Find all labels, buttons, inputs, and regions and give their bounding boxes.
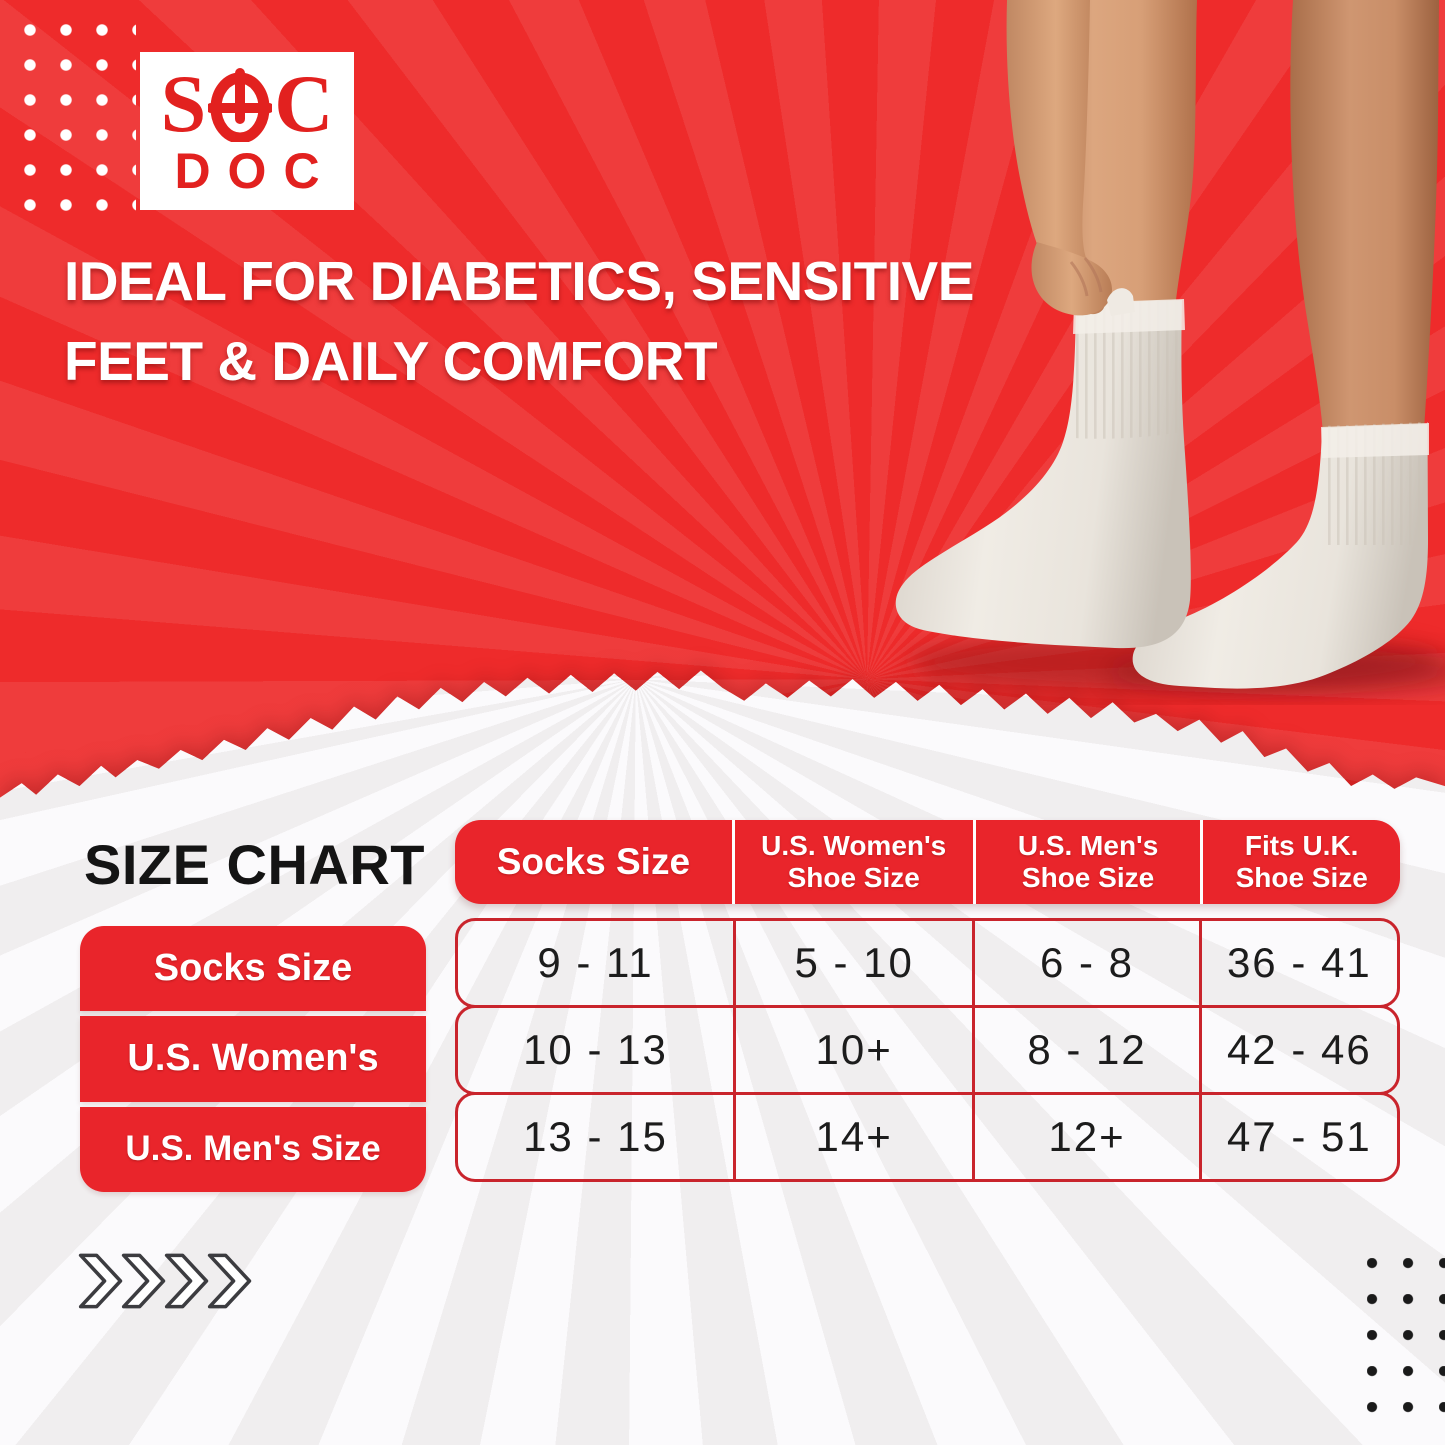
chevrons-decoration bbox=[78, 1250, 252, 1312]
table-cell: 10 - 13 bbox=[458, 1008, 736, 1092]
table-cell: 10+ bbox=[736, 1008, 976, 1092]
headline-line-2: FEET & DAILY COMFORT bbox=[64, 329, 718, 392]
table-cell: 6 - 8 bbox=[975, 921, 1202, 1005]
table-row: 10 - 13 10+ 8 - 12 42 - 46 bbox=[455, 1005, 1400, 1095]
chevron-right-icon bbox=[121, 1253, 166, 1309]
column-header-us-womens: U.S. Women's Shoe Size bbox=[735, 820, 976, 904]
logo-letter-c: C bbox=[274, 58, 334, 150]
table-cell: 9 - 11 bbox=[458, 921, 736, 1005]
column-header-socks-size: Socks Size bbox=[455, 820, 735, 904]
table-cell: 42 - 46 bbox=[1226, 1026, 1372, 1073]
chevron-right-icon bbox=[78, 1253, 123, 1309]
headline: IDEAL FOR DIABETICS, SENSITIVE FEET & DA… bbox=[64, 242, 1064, 402]
table-cell: 14+ bbox=[736, 1095, 976, 1179]
legs-socks-photo bbox=[895, 0, 1445, 694]
medical-cross-icon bbox=[208, 68, 273, 142]
column-header-uk: Fits U.K. Shoe Size bbox=[1235, 829, 1368, 893]
chevron-right-icon bbox=[164, 1253, 209, 1309]
dots-pattern-bottom-right bbox=[1367, 1258, 1445, 1436]
size-chart-row-labels: Socks Size U.S. Women's U.S. Men's Size bbox=[80, 926, 426, 1192]
table-cell: 47 - 51 bbox=[1226, 1113, 1372, 1160]
dots-pattern-top-left bbox=[24, 24, 136, 220]
row-label-us-womens: U.S. Women's bbox=[80, 1016, 426, 1102]
table-cell: 13 - 15 bbox=[458, 1095, 736, 1179]
table-row: 13 - 15 14+ 12+ 47 - 51 bbox=[455, 1092, 1400, 1182]
size-chart-header-row: Socks Size U.S. Women's Shoe Size U.S. M… bbox=[455, 820, 1400, 904]
table-cell: 5 - 10 bbox=[736, 921, 976, 1005]
chevron-right-icon bbox=[207, 1253, 252, 1309]
logo-line-soc: S C bbox=[160, 58, 334, 150]
table-row: 9 - 11 5 - 10 6 - 8 36 - 41 bbox=[455, 918, 1400, 1008]
table-cell: 36 - 41 bbox=[1226, 939, 1372, 986]
logo-letter-s: S bbox=[160, 58, 207, 150]
size-chart-body: 9 - 11 5 - 10 6 - 8 36 - 41 10 - 13 10+ … bbox=[455, 918, 1400, 1182]
brand-logo: S C DOC bbox=[140, 52, 354, 210]
row-label-us-mens: U.S. Men's Size bbox=[80, 1106, 426, 1192]
table-cell: 12+ bbox=[975, 1095, 1202, 1179]
row-label-socks-size: Socks Size bbox=[80, 926, 426, 1012]
size-chart-title: SIZE CHART bbox=[84, 833, 425, 896]
column-header-us-mens: U.S. Men's Shoe Size bbox=[976, 820, 1204, 904]
table-cell: 8 - 12 bbox=[975, 1008, 1202, 1092]
logo-line-doc: DOC bbox=[174, 143, 337, 199]
headline-line-1: IDEAL FOR DIABETICS, SENSITIVE bbox=[64, 250, 974, 312]
